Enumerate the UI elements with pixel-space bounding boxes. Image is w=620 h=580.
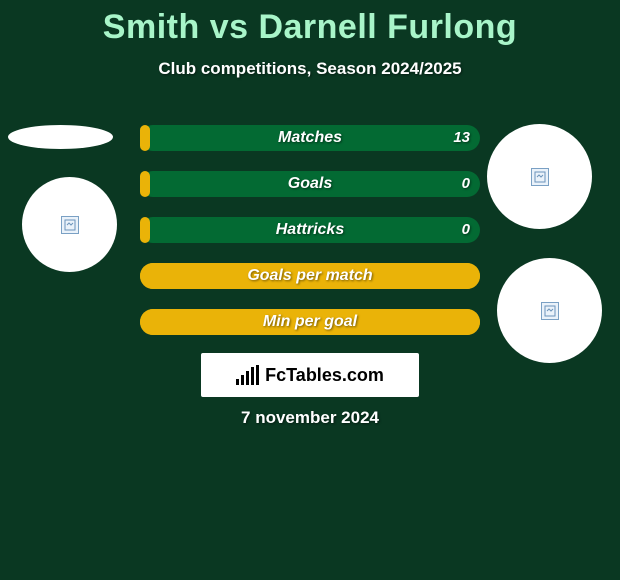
date-text: 7 november 2024 <box>0 408 620 428</box>
page-subtitle: Club competitions, Season 2024/2025 <box>0 59 620 79</box>
page-title: Smith vs Darnell Furlong <box>0 0 620 47</box>
stats-panel: Matches13Goals0Hattricks0Goals per match… <box>140 125 480 355</box>
stat-row: Hattricks0 <box>140 217 480 243</box>
stat-label: Goals per match <box>140 263 480 289</box>
stat-label: Min per goal <box>140 309 480 335</box>
stat-row: Goals0 <box>140 171 480 197</box>
branding-badge: FcTables.com <box>201 353 419 397</box>
player-right-avatar-1 <box>487 124 592 229</box>
stat-label: Hattricks <box>140 217 480 243</box>
player-left-avatar <box>22 177 117 272</box>
placeholder-icon <box>61 216 79 234</box>
pitch-ellipse <box>8 125 113 149</box>
stat-row: Matches13 <box>140 125 480 151</box>
stat-label: Goals <box>140 171 480 197</box>
stat-row: Goals per match <box>140 263 480 289</box>
stat-value: 0 <box>462 171 470 197</box>
stat-label: Matches <box>140 125 480 151</box>
branding-text: FcTables.com <box>265 365 384 386</box>
stat-value: 0 <box>462 217 470 243</box>
placeholder-icon <box>531 168 549 186</box>
stat-row: Min per goal <box>140 309 480 335</box>
player-right-avatar-2 <box>497 258 602 363</box>
branding-bars-icon <box>236 365 259 385</box>
stat-value: 13 <box>453 125 470 151</box>
placeholder-icon <box>541 302 559 320</box>
